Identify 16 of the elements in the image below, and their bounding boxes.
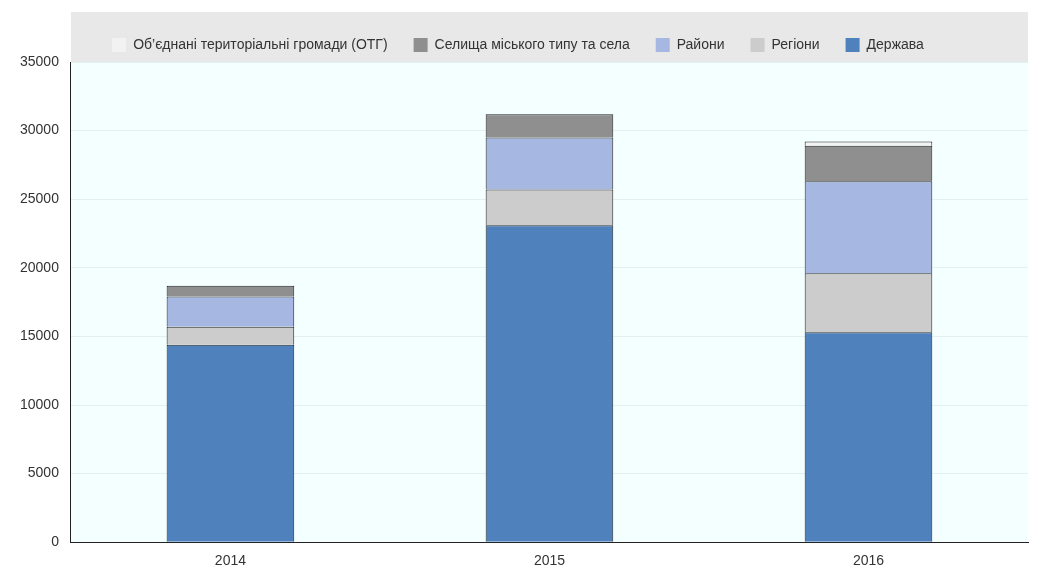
legend-label: Об’єднані територіальні громади (ОТГ) — [133, 35, 388, 52]
y-tick-label: 15000 — [19, 327, 60, 344]
legend-label: Райони — [676, 35, 725, 52]
x-tick-label: 2014 — [214, 552, 247, 569]
legend-label: Регіони — [771, 35, 820, 52]
y-tick-label: 30000 — [19, 121, 60, 138]
legend-label: Держава — [866, 35, 925, 52]
y-tick-label: 5000 — [27, 464, 60, 481]
y-tick-label: 25000 — [19, 190, 60, 207]
y-tick-label: 10000 — [19, 395, 60, 412]
y-tick-label: 20000 — [19, 258, 60, 275]
y-tick-label: 0 — [51, 533, 60, 550]
legend-label: Селища міського типу та села — [434, 35, 630, 52]
x-tick-label: 2015 — [533, 552, 566, 569]
y-tick-label: 35000 — [19, 52, 60, 69]
x-tick-label: 2016 — [852, 552, 885, 569]
